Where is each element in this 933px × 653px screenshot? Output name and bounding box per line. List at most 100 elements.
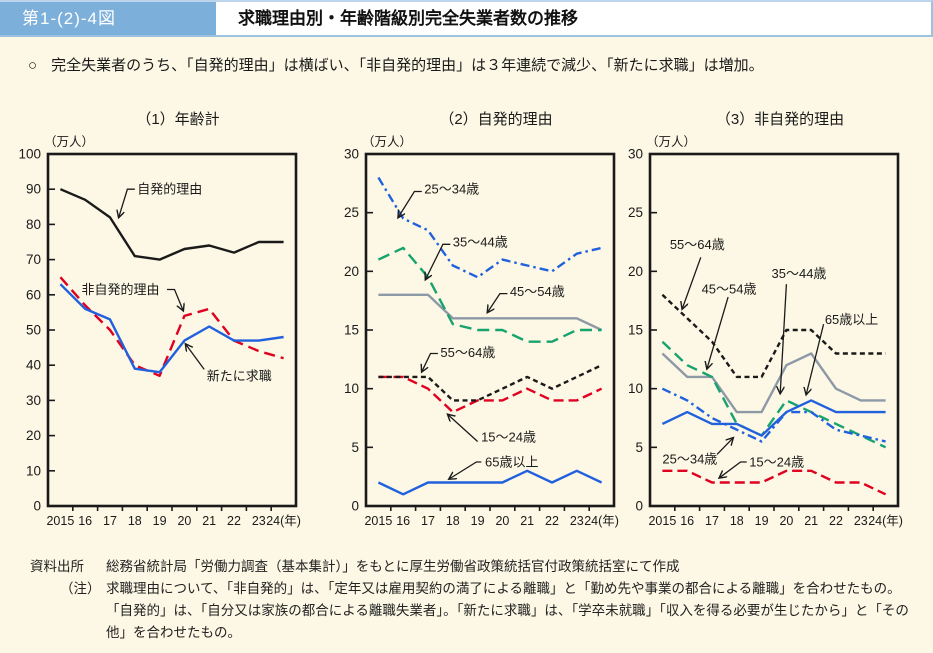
annotation-arrow — [426, 243, 451, 279]
x-tick-label: 24(年) — [868, 514, 903, 528]
x-tick-label: 16 — [78, 514, 92, 528]
x-tick-label: 19 — [471, 514, 485, 528]
footer-notes: 資料出所 総務省統計局「労働力調査（基本集計）」をもとに厚生労働省政策統括官付政… — [30, 556, 918, 643]
annotation-arrow — [119, 188, 135, 217]
chart-voluntary-reasons: （2）自発的理由 （万人） 0 5 10 15 20 25 30 2015 16 17 18 19 20 2… — [326, 108, 626, 534]
y-tick-label: 30 — [26, 393, 41, 408]
series-line-55～64歳 — [378, 364, 603, 402]
y-axis-unit-label: （万人） — [646, 135, 696, 149]
x-tick-label: 19 — [755, 514, 769, 528]
y-tick-label: 60 — [26, 287, 41, 302]
series-line-非自発的理由 — [59, 276, 284, 378]
y-tick-label: 10 — [628, 381, 643, 396]
series-line-35～44歳 — [661, 340, 887, 449]
x-tick-label: 18 — [128, 514, 142, 528]
x-tick-label: 17 — [705, 514, 719, 528]
y-tick-label: 10 — [26, 463, 41, 478]
series-line-65歳以上 — [377, 469, 603, 496]
note-row: （注） 求職理由について、「非自発的」は、「定年又は雇用契約の満了による離職」と… — [30, 578, 918, 644]
series-annotation-label: 35～44歳 — [453, 235, 508, 250]
series-line-15～24歳 — [378, 375, 603, 414]
x-tick-label: 21 — [520, 514, 534, 528]
y-tick-label: 30 — [628, 147, 643, 162]
y-tick-label: 70 — [26, 252, 41, 267]
y-tick-label: 0 — [33, 499, 41, 514]
y-tick-label: 20 — [26, 428, 41, 443]
x-tick-label: 19 — [153, 514, 167, 528]
x-tick-label: 20 — [779, 514, 793, 528]
x-tick-label: 2015 — [648, 514, 676, 528]
line-chart-involuntary: （万人） 0 5 10 15 20 25 30 2015 16 17 18 19 20 21 22 23 24(年… — [628, 135, 903, 528]
y-tick-label: 5 — [351, 440, 359, 455]
series-line-65歳以上 — [661, 399, 886, 437]
chart-voluntary-title: （2）自発的理由 — [439, 111, 553, 128]
x-tick-label: 18 — [446, 514, 460, 528]
series-line-25～34歳 — [661, 387, 886, 443]
x-tick-label: 22 — [227, 514, 241, 528]
source-label: 資料出所 — [30, 559, 84, 574]
series-line-45～54歳 — [661, 352, 886, 414]
series-annotation-label: 55～64歳 — [440, 345, 495, 360]
series-annotation-label: 新たに求職 — [207, 368, 272, 383]
y-tick-label: 25 — [344, 205, 359, 220]
figure-header: 第1-(2)-4図 求職理由別・年齢階級別完全失業者数の推移 — [0, 0, 933, 37]
y-axis-unit-label: （万人） — [44, 135, 94, 149]
y-axis-unit-label: （万人） — [362, 135, 412, 149]
series-line-45～54歳 — [378, 293, 603, 332]
charts-row: （1）年齢計 （万人） 0 10 20 30 40 50 60 70 80 90 100 2015 16 1… — [0, 108, 933, 548]
x-tick-label: 17 — [421, 514, 435, 528]
chart-involuntary-title: （3）非自発的理由 — [715, 111, 845, 128]
annotation-arrow — [488, 292, 508, 313]
x-tick-label: 20 — [177, 514, 191, 528]
summary-text: ○ 完全失業者のうち、「自発的理由」は横ばい、「非自発的理由」は３年連続で減少、「… — [28, 54, 906, 77]
y-tick-label: 5 — [635, 440, 643, 455]
plot-frame — [46, 152, 298, 508]
line-chart-age-total: （万人） 0 10 20 30 40 50 60 70 80 90 100 2015 16 17 18 19 20… — [18, 135, 300, 528]
series-annotation-label: 35～44歳 — [772, 266, 827, 281]
annotation-arrow — [449, 461, 482, 479]
y-tick-label: 0 — [351, 499, 359, 514]
series-annotation-label: 25～34歳 — [662, 452, 717, 467]
annotation-arrow — [806, 323, 825, 394]
series-annotation-label: 65歳以上 — [825, 312, 878, 327]
series-line-15～24歳 — [662, 469, 887, 496]
x-tick-label: 21 — [202, 514, 216, 528]
y-tick-label: 80 — [26, 217, 41, 232]
chart-age-total: （1）年齢計 （万人） 0 10 20 30 40 50 60 70 80 90 100 2015 16 1… — [8, 108, 308, 534]
series-annotation-label: 25～34歳 — [424, 182, 479, 197]
x-tick-label: 18 — [730, 514, 744, 528]
x-tick-label: 2015 — [46, 514, 74, 528]
series-annotation-label: 自発的理由 — [137, 182, 202, 197]
annotation-arrow — [167, 288, 183, 311]
annotation-arrow — [707, 296, 729, 369]
series-annotation-label: 55～64歳 — [670, 237, 725, 252]
series-annotation-label: 45～54歳 — [702, 281, 757, 296]
note-label: （注） — [60, 580, 101, 596]
x-tick-label: 16 — [396, 514, 410, 528]
figure-title: 求職理由別・年齢階級別完全失業者数の推移 — [238, 9, 578, 28]
y-tick-label: 15 — [344, 323, 359, 338]
y-tick-label: 0 — [635, 499, 643, 514]
x-tick-label: 22 — [545, 514, 559, 528]
x-tick-label: 2015 — [364, 514, 392, 528]
y-tick-label: 10 — [344, 381, 359, 396]
series-annotation-label: 45～54歳 — [510, 284, 565, 299]
series-line-新たに求職 — [59, 283, 284, 374]
line-chart-voluntary: （万人） 0 5 10 15 20 25 30 2015 16 17 18 19 20 21 22 23 24(年… — [344, 135, 619, 528]
series-annotation-label: 65歳以上 — [485, 455, 538, 470]
x-tick-label: 20 — [495, 514, 509, 528]
series-line-25～34歳 — [377, 176, 602, 279]
annotation-arrow — [448, 415, 479, 442]
series-line-55～64歳 — [661, 293, 886, 379]
x-tick-label: 17 — [103, 514, 117, 528]
plot-frame — [364, 152, 616, 508]
y-tick-label: 20 — [628, 264, 643, 279]
y-tick-label: 100 — [18, 147, 41, 162]
y-tick-label: 20 — [344, 264, 359, 279]
x-tick-label: 23 — [854, 514, 868, 528]
x-tick-label: 21 — [804, 514, 818, 528]
series-annotation-label: 15～24歳 — [749, 455, 804, 470]
annotation-arrow — [682, 257, 702, 309]
y-tick-label: 30 — [344, 147, 359, 162]
